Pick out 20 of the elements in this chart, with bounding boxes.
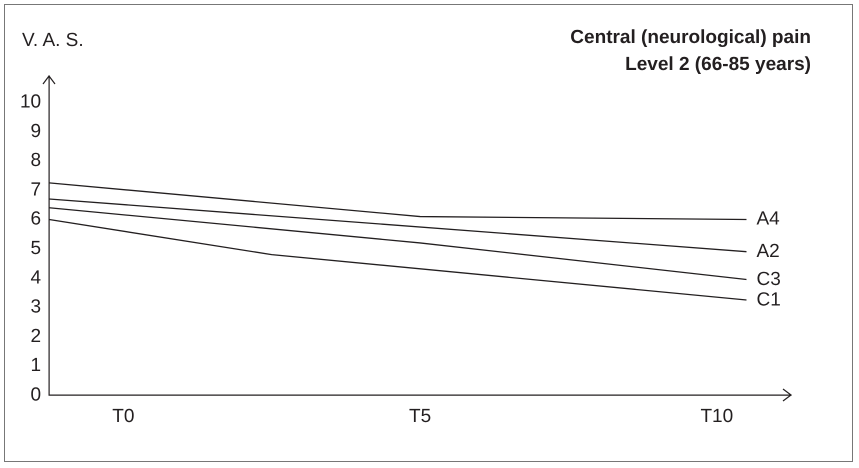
- y-tick-label: 6: [30, 208, 42, 230]
- series-label: A2: [756, 240, 780, 262]
- y-tick-label: 8: [30, 150, 42, 172]
- series-label: C1: [756, 289, 781, 310]
- y-tick-label: 10: [20, 92, 42, 113]
- y-tick-label: 5: [30, 238, 42, 260]
- y-tick-label: 0: [30, 384, 42, 406]
- x-tick-label: T10: [700, 406, 734, 427]
- y-tick-label: 9: [30, 120, 42, 142]
- y-tick-label: 3: [30, 296, 42, 318]
- y-axis-title: V. A. S.: [22, 30, 84, 52]
- y-tick-label: 1: [30, 355, 42, 376]
- y-tick-label: 2: [30, 326, 42, 347]
- y-tick-label: 7: [30, 179, 42, 200]
- chart-title: Central (neurological) pain Level 2 (66-85 years): [570, 26, 811, 77]
- x-tick-label: T0: [112, 406, 134, 427]
- series-label: A4: [756, 208, 780, 230]
- series-label: C3: [756, 268, 781, 290]
- y-tick-label: 4: [30, 267, 42, 288]
- x-tick-label: T5: [408, 406, 432, 427]
